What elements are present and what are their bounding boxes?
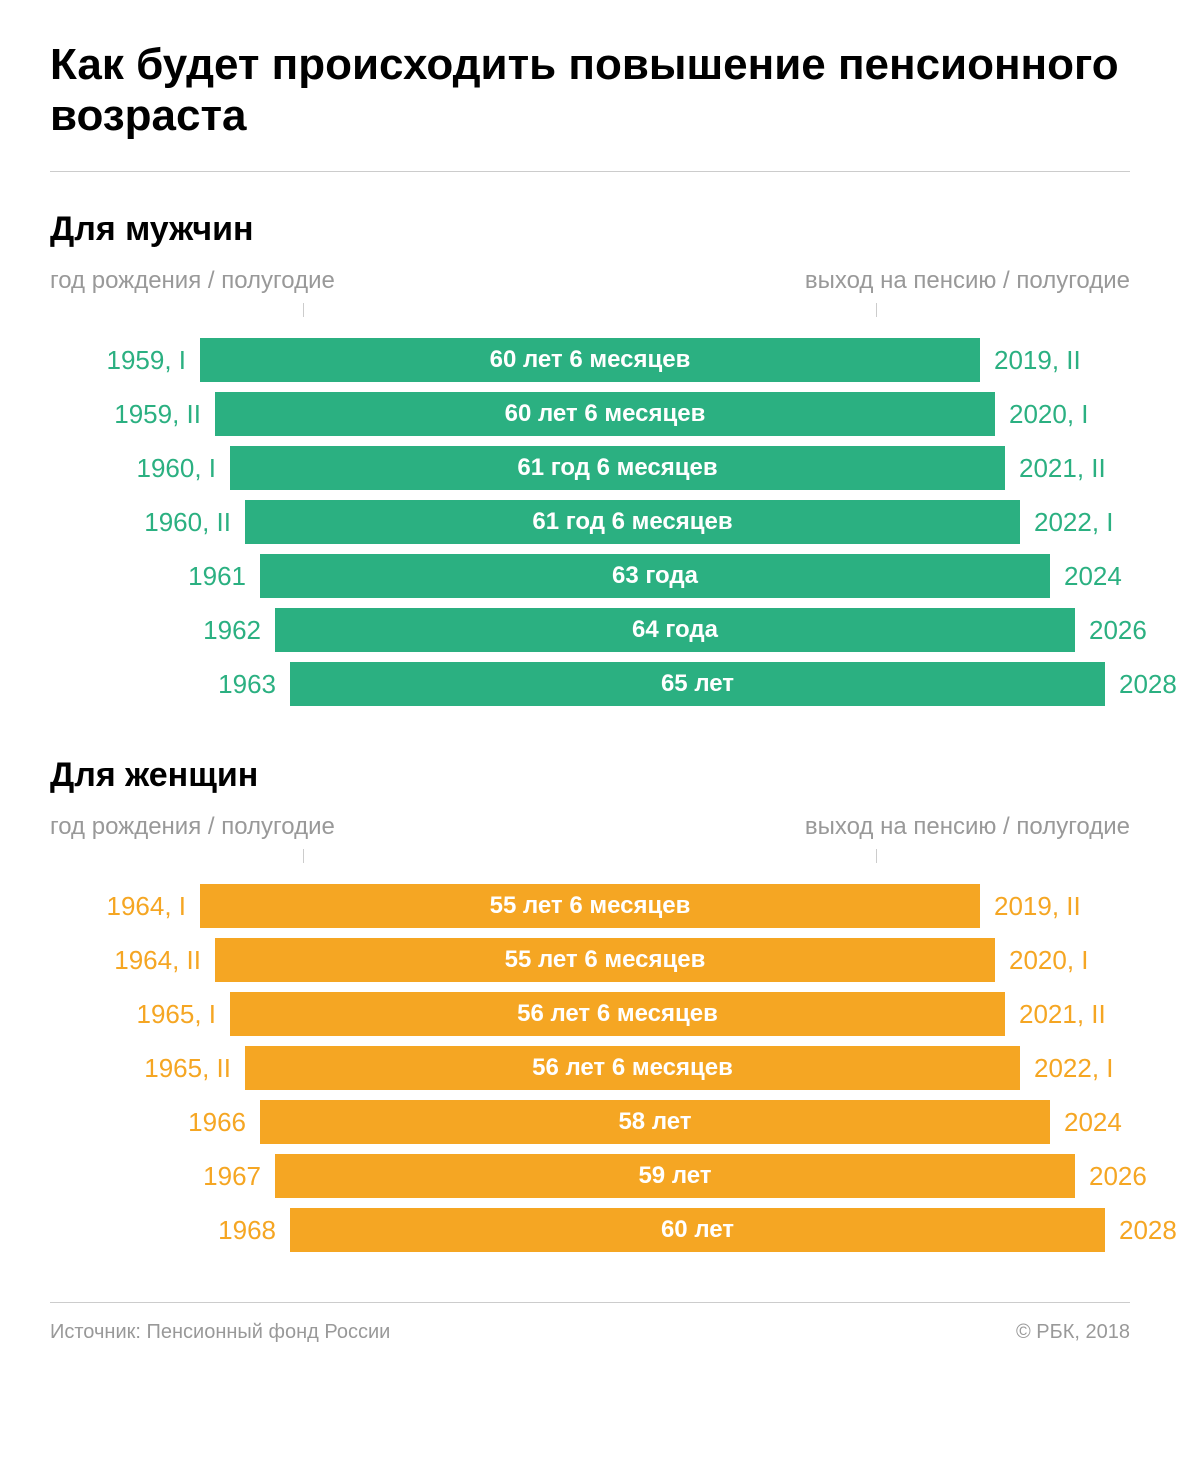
chart-row: 61 год 6 месяцев 1960, II 2022, I [50,495,1130,549]
row-label-left: 1960, II [144,507,231,538]
chart-row: 64 года19622026 [50,603,1130,657]
footer-source: Источник: Пенсионный фонд России [50,1321,390,1344]
footer: Источник: Пенсионный фонд России © РБК, … [50,1302,1130,1344]
row-label-right: 2022, I [1034,1053,1114,1084]
bar: 60 лет 6 месяцев [200,338,980,382]
bar: 56 лет 6 месяцев [245,1046,1020,1090]
chart-rows: 55 лет 6 месяцев1964, I2019, II55 лет 6 … [50,879,1130,1257]
chart-row: 56 лет 6 месяцев 1965, I 2021, II [50,987,1130,1041]
tick-marks [50,849,1130,867]
row-label-right: 2022, I [1034,507,1114,538]
chart-row: 59 лет19672026 [50,1149,1130,1203]
row-label-right: 2021, II [1019,999,1106,1030]
bar: 60 лет [290,1208,1105,1252]
bar: 55 лет 6 месяцев [215,938,995,982]
row-label-left: 1968 [218,1215,276,1246]
tick-mark [876,849,877,863]
row-label-left: 1965, I [136,999,216,1030]
sections-container: Для мужчин год рождения / полугодие выход … [50,210,1130,1257]
bar: 58 лет [260,1100,1050,1144]
bar: 55 лет 6 месяцев [200,884,980,928]
chart-row: 55 лет 6 месяцев 1964, II 2020, I [50,933,1130,987]
row-label-right: 2020, I [1009,399,1089,430]
chart-row: 55 лет 6 месяцев 1964, I 2019, II [50,879,1130,933]
row-label-left: 1962 [203,615,261,646]
column-header-left: год рождения / полугодие [50,813,335,841]
chart-row: 60 лет19682028 [50,1203,1130,1257]
section-title: Для женщин [50,756,1130,795]
row-label-left: 1965, II [144,1053,231,1084]
tick-mark [876,303,877,317]
row-label-right: 2019, II [994,345,1081,376]
row-label-right: 2024 [1064,561,1122,592]
row-label-right: 2021, II [1019,453,1106,484]
bar: 61 год 6 месяцев [230,446,1005,490]
column-header-right: выход на пенсию / полугодие [805,267,1130,295]
row-label-left: 1964, I [106,891,186,922]
chart-row: 65 лет19632028 [50,657,1130,711]
column-header-right: выход на пенсию / полугодие [805,813,1130,841]
row-label-left: 1966 [188,1107,246,1138]
chart-section: Для женщин год рождения / полугодие выход … [50,756,1130,1257]
column-headers: год рождения / полугодие выход на пенсию … [50,813,1130,841]
row-label-left: 1959, II [114,399,201,430]
row-label-right: 2028 [1119,669,1177,700]
section-title: Для мужчин [50,210,1130,249]
chart-row: 58 лет 1966 2024 [50,1095,1130,1149]
bar: 59 лет [275,1154,1075,1198]
chart-row: 63 года 1961 2024 [50,549,1130,603]
bar: 63 года [260,554,1050,598]
chart-row: 60 лет 6 месяцев 1959, I 2019, II [50,333,1130,387]
bar: 61 год 6 месяцев [245,500,1020,544]
row-label-left: 1959, I [106,345,186,376]
row-label-right: 2020, I [1009,945,1089,976]
row-label-left: 1963 [218,669,276,700]
row-label-right: 2028 [1119,1215,1177,1246]
row-label-right: 2024 [1064,1107,1122,1138]
tick-marks [50,303,1130,321]
row-label-right: 2026 [1089,1161,1147,1192]
row-label-left: 1961 [188,561,246,592]
chart-row: 60 лет 6 месяцев 1959, II 2020, I [50,387,1130,441]
row-label-left: 1964, II [114,945,201,976]
title-divider [50,171,1130,172]
bar: 64 года [275,608,1075,652]
footer-copyright: © РБК, 2018 [1016,1321,1130,1344]
chart-row: 61 год 6 месяцев 1960, I 2021, II [50,441,1130,495]
row-label-right: 2026 [1089,615,1147,646]
tick-mark [303,303,304,317]
column-headers: год рождения / полугодие выход на пенсию … [50,267,1130,295]
row-label-left: 1967 [203,1161,261,1192]
bar: 56 лет 6 месяцев [230,992,1005,1036]
row-label-left: 1960, I [136,453,216,484]
bar: 65 лет [290,662,1105,706]
column-header-left: год рождения / полугодие [50,267,335,295]
chart-row: 56 лет 6 месяцев 1965, II 2022, I [50,1041,1130,1095]
bar: 60 лет 6 месяцев [215,392,995,436]
page-title: Как будет происходить повышение пенсионн… [50,40,1130,141]
row-label-right: 2019, II [994,891,1081,922]
chart-section: Для мужчин год рождения / полугодие выход … [50,210,1130,711]
chart-rows: 60 лет 6 месяцев1959, I2019, II60 лет 6 … [50,333,1130,711]
tick-mark [303,849,304,863]
